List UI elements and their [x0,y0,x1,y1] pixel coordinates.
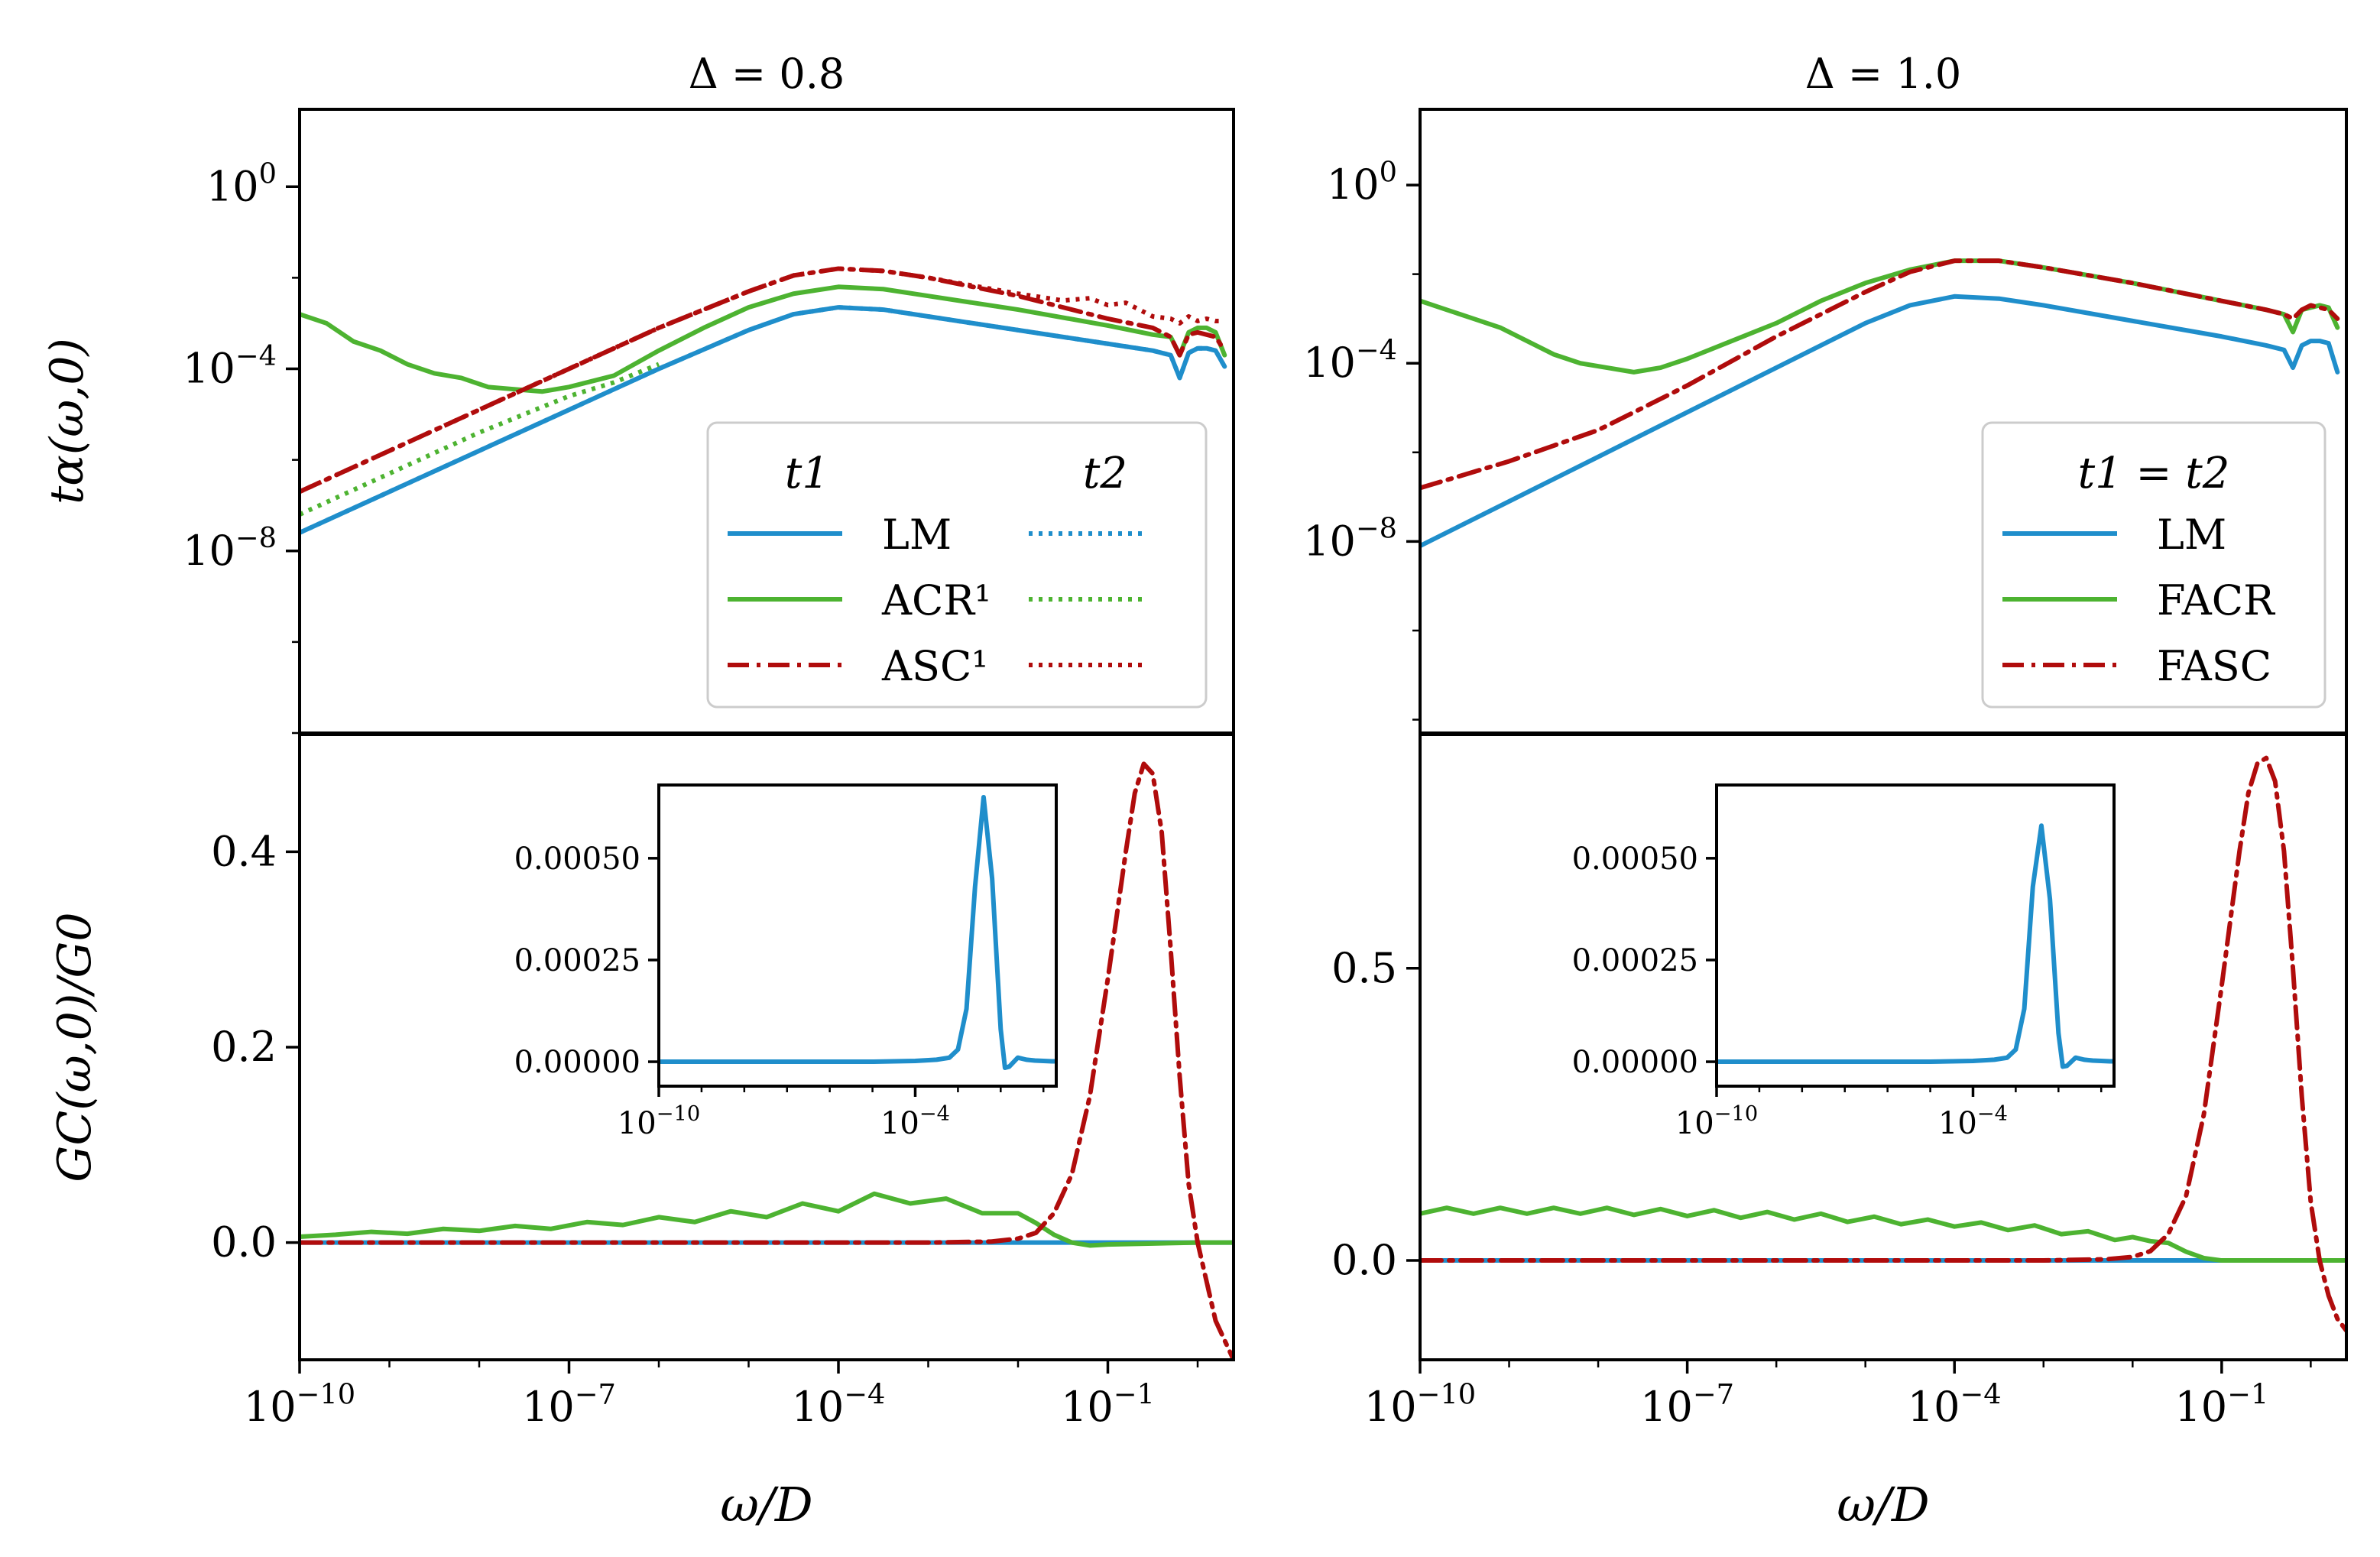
x-tick-label: 10−10 [1364,1377,1476,1431]
panel-title: Δ = 1.0 [1805,50,1961,98]
inset-series-line-lm [659,794,1056,1071]
legend-frame [706,421,1208,709]
panel-bottom-left: 10−10 10−7 10−4 10−1 0.0 0.2 0.4 ω/D GC(ω,0)/G0 1… [48,733,1235,1533]
inset-x-tick-label: 10−10 [618,1102,700,1141]
legend-label: FACR [2157,576,2275,624]
inset-series-line-lm [1717,823,2114,1069]
legend-label: LM [882,511,952,559]
y-tick-label: 100 [206,157,277,211]
x-tick-label: 10−7 [1640,1377,1734,1431]
series-line-asc-t1 [300,266,1227,495]
y-tick-label: 0.0 [211,1218,277,1267]
series-line-acr [300,1191,1234,1248]
series-line-lm-t1 [300,305,1227,535]
y-tick-label: 0.0 [1331,1236,1397,1284]
y-tick-label: 10−8 [1303,512,1397,566]
inset-background [659,785,1056,1086]
inset-y-tick-label: 0.00050 [514,842,640,877]
legend-col-title-t1: t1 [785,449,829,498]
series-line-fasc [1420,258,2340,491]
legend-label: ACR¹ [881,576,991,624]
inset-background [1717,785,2114,1086]
series-line-facr [1420,1205,2346,1263]
x-tick-label: 10−4 [1908,1377,2002,1431]
x-tick-label: 10−7 [522,1377,616,1431]
legend-label: LM [2157,511,2226,559]
inset-x-tick-label: 10−4 [880,1102,950,1141]
panel-title: Δ = 0.8 [689,50,845,98]
inset-y-tick-label: 0.00025 [514,943,640,978]
y-tick-label: 10−4 [1303,334,1397,388]
series-line-fasc [1420,755,2346,1333]
x-axis-label: ω/D [1837,1477,1929,1533]
inset-y-tick-label: 0.00050 [1572,842,1698,877]
y-axis-label: tα(ω,0) [41,338,94,504]
legend: t1 t2 LM ACR¹ ASC¹ [706,421,1208,709]
legend-frame [1981,421,2326,709]
x-axis-label: ω/D [720,1477,812,1533]
series-line-acr-t2 [300,362,660,517]
legend: t1 = t2 LM FACR FASC [1981,421,2326,709]
y-axis-label: GC(ω,0)/G0 [48,912,102,1182]
inset-y-tick-label: 0.00025 [1572,943,1698,978]
legend-title: t1 = t2 [2078,449,2230,498]
x-tick-label: 10−4 [792,1377,886,1431]
legend-label: FASC [2157,642,2271,690]
panel-top-left: 100 10−4 10−8 Δ = 0.8 tα(ω,0) t1 t2 LM ACR¹ ASC¹ [41,50,1235,735]
series-line-lm [1420,294,2340,549]
x-tick-label: 10−1 [2174,1377,2268,1431]
inset-y-tick-label: 0.00000 [1572,1045,1698,1080]
inset-x-tick-label: 10−10 [1675,1102,1758,1141]
y-tick-label: 10−4 [183,339,277,393]
series-line-facr [1420,258,2340,375]
axes-frame [1419,733,2348,1361]
inset-x-tick-label: 10−4 [1938,1102,2008,1141]
inset: 10−10 10−4 0.00000 0.00025 0.00050 [1572,783,2116,1141]
x-tick-label: 10−1 [1061,1377,1155,1431]
x-tick-label: 10−10 [244,1377,355,1431]
inset-frame [657,783,1058,1088]
y-tick-label: 100 [1327,155,1397,209]
inset-frame [1715,783,2116,1088]
panel-bottom-right: 10−10 10−7 10−4 10−1 0.0 0.5 ω/D 10−10 10−4 0.000… [1331,733,2348,1533]
y-tick-label: 0.4 [211,827,277,875]
legend-label: ASC¹ [881,642,988,690]
series-line-asc [300,761,1234,1360]
y-tick-label: 0.5 [1331,944,1397,992]
inset: 10−10 10−4 0.00000 0.00025 0.00050 [514,783,1058,1141]
y-tick-label: 10−8 [183,521,277,575]
panel-top-right: 100 10−4 10−8 Δ = 1.0 t1 = t2 LM FACR FASC [1303,50,2348,735]
y-tick-label: 0.2 [211,1023,277,1071]
inset-y-tick-label: 0.00000 [514,1045,640,1080]
legend-col-title-t2: t2 [1083,449,1127,498]
